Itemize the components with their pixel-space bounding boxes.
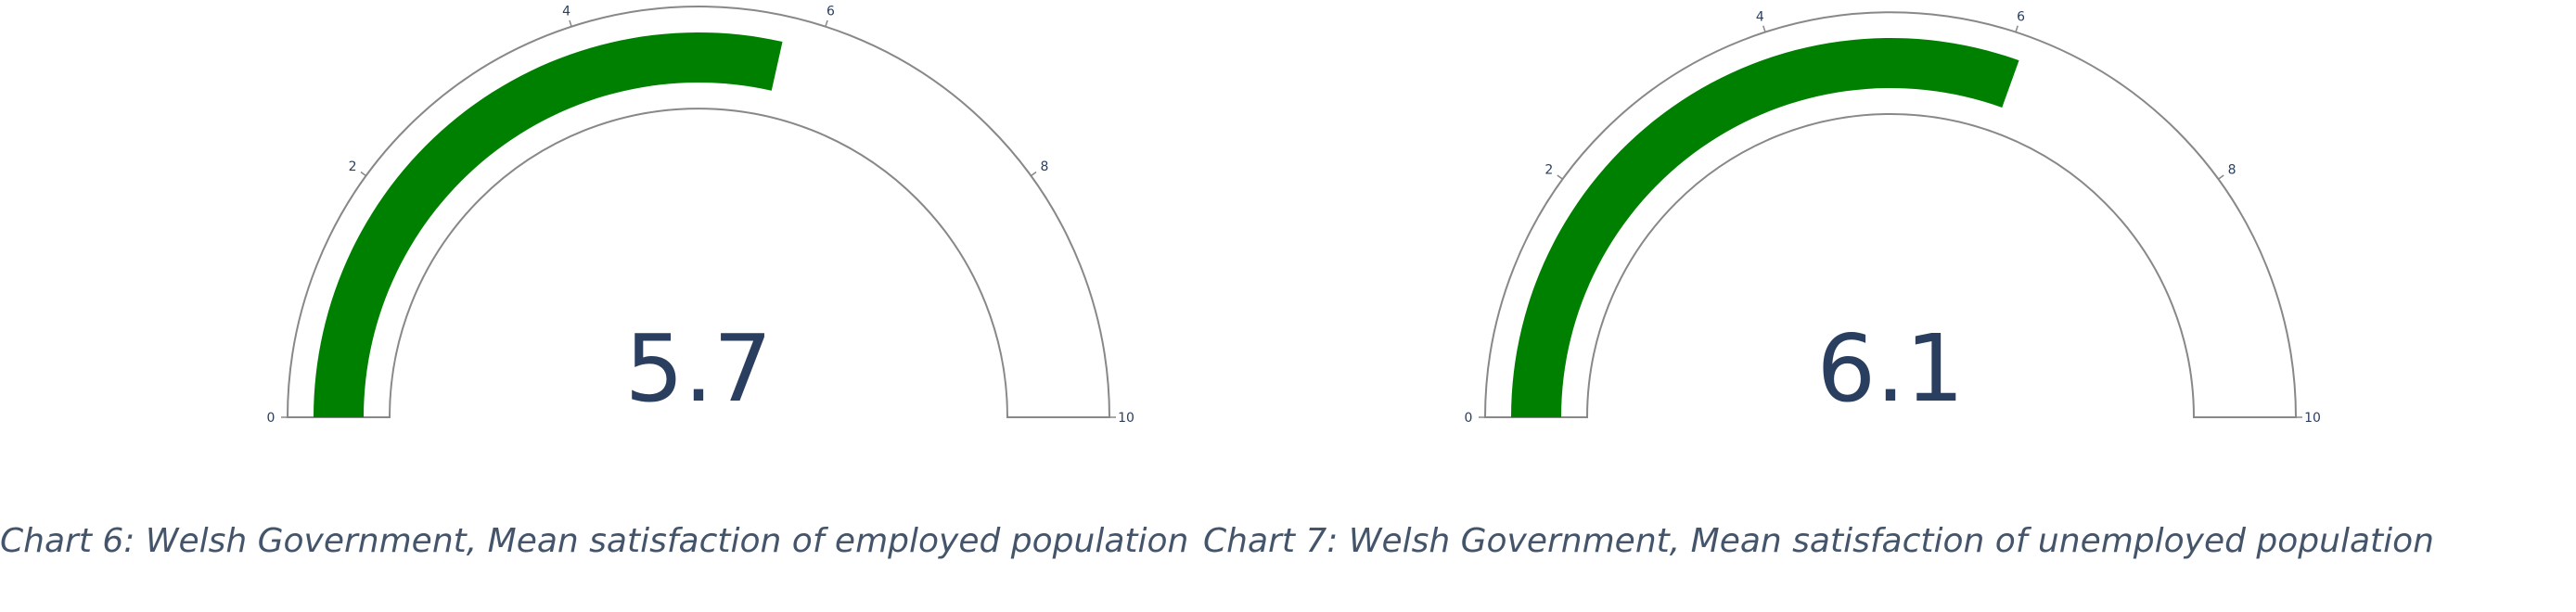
gauge-tick-label: 4 bbox=[1756, 9, 1764, 24]
gauge-chart-6: 0 2 4 6 8 10 5.7 bbox=[267, 5, 1134, 426]
gauge-tick-label: 0 bbox=[267, 411, 276, 426]
gauge-tick-label: 10 bbox=[2304, 411, 2321, 426]
gauge-tick bbox=[1762, 25, 1766, 32]
gauge-value-label: 5.7 bbox=[624, 314, 772, 423]
gauge-tick bbox=[1030, 171, 1037, 177]
gauge-tick bbox=[2015, 25, 2019, 32]
gauge-tick-label: 6 bbox=[2017, 9, 2025, 24]
gauge-value-bar bbox=[314, 32, 783, 418]
gauge-tick-label: 0 bbox=[1465, 411, 1473, 426]
gauge-tick-label: 2 bbox=[349, 159, 357, 174]
gauge-tick-label: 4 bbox=[562, 5, 570, 19]
chart-6-caption: Chart 6: Welsh Government, Mean satisfac… bbox=[0, 522, 1189, 560]
gauge-tick-label: 8 bbox=[1040, 159, 1048, 174]
gauge-tick bbox=[1557, 174, 1563, 180]
gauge-tick-label: 2 bbox=[1544, 163, 1553, 178]
gauge-tick-label: 10 bbox=[1118, 411, 1134, 426]
gauge-tick-label: 8 bbox=[2228, 163, 2236, 178]
gauge-value-label: 6.1 bbox=[1816, 314, 1964, 423]
gauge-tick bbox=[569, 19, 572, 27]
gauge-chart-7: 0 2 4 6 8 10 6.1 bbox=[1465, 9, 2321, 426]
gauge-tick-label: 6 bbox=[827, 5, 835, 19]
chart-7-caption: Chart 7: Welsh Government, Mean satisfac… bbox=[1203, 522, 2434, 560]
gauge-tick bbox=[825, 19, 828, 27]
gauge-tick bbox=[360, 171, 367, 177]
gauge-tick bbox=[2218, 174, 2224, 180]
gauge-value-bar bbox=[1511, 37, 2019, 417]
